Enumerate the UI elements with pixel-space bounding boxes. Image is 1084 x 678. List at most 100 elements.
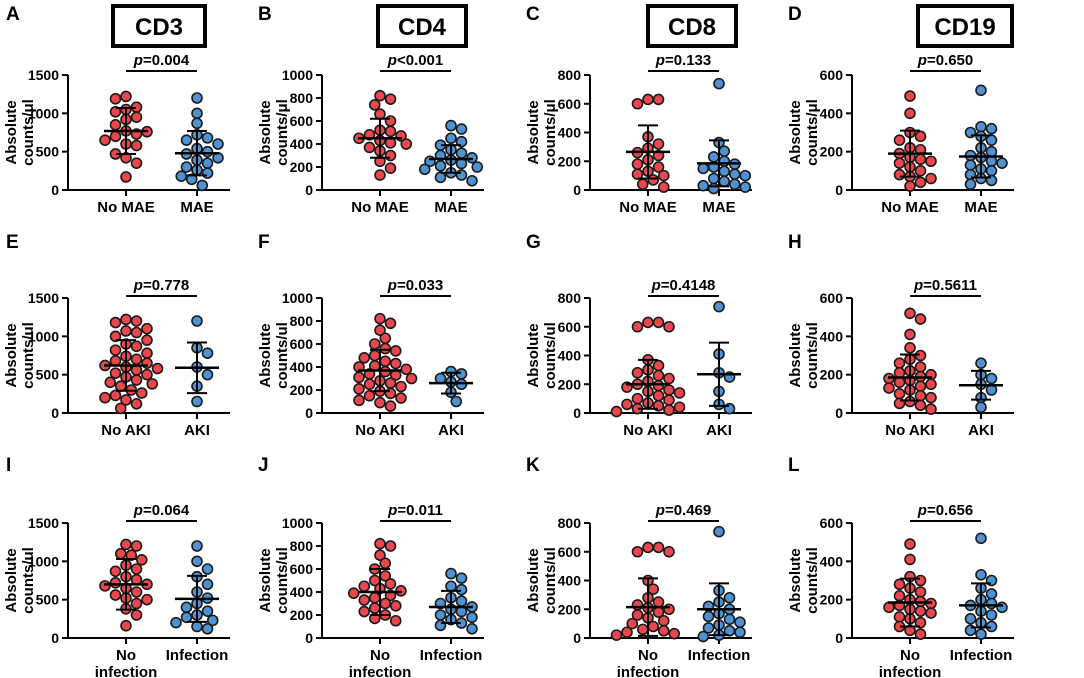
data-point	[445, 580, 457, 593]
data-point	[363, 378, 376, 391]
data-point	[358, 605, 371, 618]
data-point	[455, 595, 468, 608]
data-point	[904, 553, 916, 566]
data-point	[964, 178, 977, 191]
data-point	[893, 357, 906, 369]
y-tick-label: 1000	[282, 67, 313, 83]
data-point	[170, 616, 182, 629]
panel-letter: I	[6, 455, 11, 476]
data-point	[642, 93, 654, 106]
category-label: Infection	[688, 647, 751, 664]
y-tick-label: 800	[558, 67, 582, 83]
data-point	[374, 108, 386, 120]
data-point	[657, 625, 670, 637]
y-tick-label: 800	[558, 515, 582, 531]
data-point	[663, 372, 675, 385]
category-label: infection	[617, 664, 680, 678]
data-point	[130, 397, 143, 410]
category-label: MAE	[964, 199, 997, 216]
data-point	[718, 175, 731, 188]
data-point	[985, 155, 998, 168]
data-point	[914, 361, 927, 373]
y-axis-label: counts/ul	[20, 322, 37, 389]
data-point	[718, 165, 731, 178]
data-point	[471, 161, 484, 173]
data-point	[713, 300, 725, 313]
y-axis-label: Absolute	[787, 323, 804, 387]
data-point	[925, 378, 937, 391]
data-point	[697, 630, 710, 643]
y-tick-label: 400	[820, 553, 844, 569]
panel-C: C 0 200 400 600 800 No MAE MAE Absolute counts/μl…	[525, 4, 752, 216]
data-point	[130, 586, 143, 598]
data-point	[384, 540, 397, 552]
data-point	[180, 134, 193, 146]
data-point	[130, 111, 143, 123]
y-tick-label: 600	[558, 544, 582, 560]
data-point	[114, 380, 127, 392]
data-point	[610, 405, 623, 418]
data-point	[114, 402, 127, 415]
data-point	[893, 168, 906, 181]
data-point	[434, 609, 447, 621]
panel-letter: E	[6, 232, 19, 253]
data-point	[925, 607, 937, 619]
y-tick-label: 600	[820, 515, 844, 531]
data-point	[358, 594, 371, 606]
data-point	[374, 396, 386, 409]
panel-A: A 0 500 1000 1500 No MAE MAE Absolute counts/μl p…	[3, 4, 230, 216]
data-point	[389, 599, 402, 612]
data-point	[975, 357, 987, 369]
data-point	[141, 347, 153, 360]
data-point	[151, 362, 164, 375]
data-point	[191, 555, 203, 568]
data-point	[914, 380, 927, 392]
data-point	[466, 622, 478, 635]
data-point	[400, 138, 413, 150]
data-point	[975, 628, 987, 640]
y-axis-label: Absolute	[3, 323, 20, 387]
data-point	[707, 182, 720, 195]
data-point	[146, 378, 159, 390]
data-point	[120, 171, 132, 183]
data-point	[883, 382, 895, 394]
data-point	[130, 540, 143, 552]
data-point	[925, 155, 937, 168]
y-axis-label: counts/ul	[804, 547, 821, 614]
panel-F: F 0 200 400 600 800 1000 No AKI AKI Absolute count…	[257, 232, 484, 439]
y-tick-label: 0	[51, 182, 59, 198]
y-tick-label: 0	[573, 405, 581, 421]
data-point	[652, 379, 665, 392]
data-point	[663, 603, 675, 616]
data-point	[400, 363, 413, 376]
data-point	[109, 316, 122, 329]
y-tick-label: 400	[558, 348, 582, 364]
data-point	[130, 157, 143, 169]
data-point	[120, 313, 132, 326]
data-point	[985, 145, 998, 158]
y-tick-label: 200	[290, 382, 314, 398]
data-point	[141, 368, 153, 381]
data-point	[353, 371, 365, 384]
data-point	[455, 583, 468, 596]
data-point	[925, 391, 937, 404]
data-point	[120, 394, 132, 406]
data-point	[904, 107, 916, 120]
data-point	[996, 157, 1008, 169]
data-point	[631, 168, 644, 180]
data-point	[141, 334, 153, 346]
data-point	[135, 553, 148, 566]
p-value-label: p=0.650	[917, 52, 973, 69]
y-axis-label: Absolute	[3, 100, 20, 164]
data-point	[455, 368, 468, 380]
y-tick-label: 800	[558, 290, 582, 306]
data-point	[379, 597, 392, 610]
data-point	[663, 545, 675, 558]
data-point	[141, 593, 153, 606]
category-label: No MAE	[881, 199, 939, 216]
data-point	[631, 158, 644, 170]
category-label: AKI	[438, 422, 464, 439]
y-tick-label: 1500	[28, 67, 59, 83]
